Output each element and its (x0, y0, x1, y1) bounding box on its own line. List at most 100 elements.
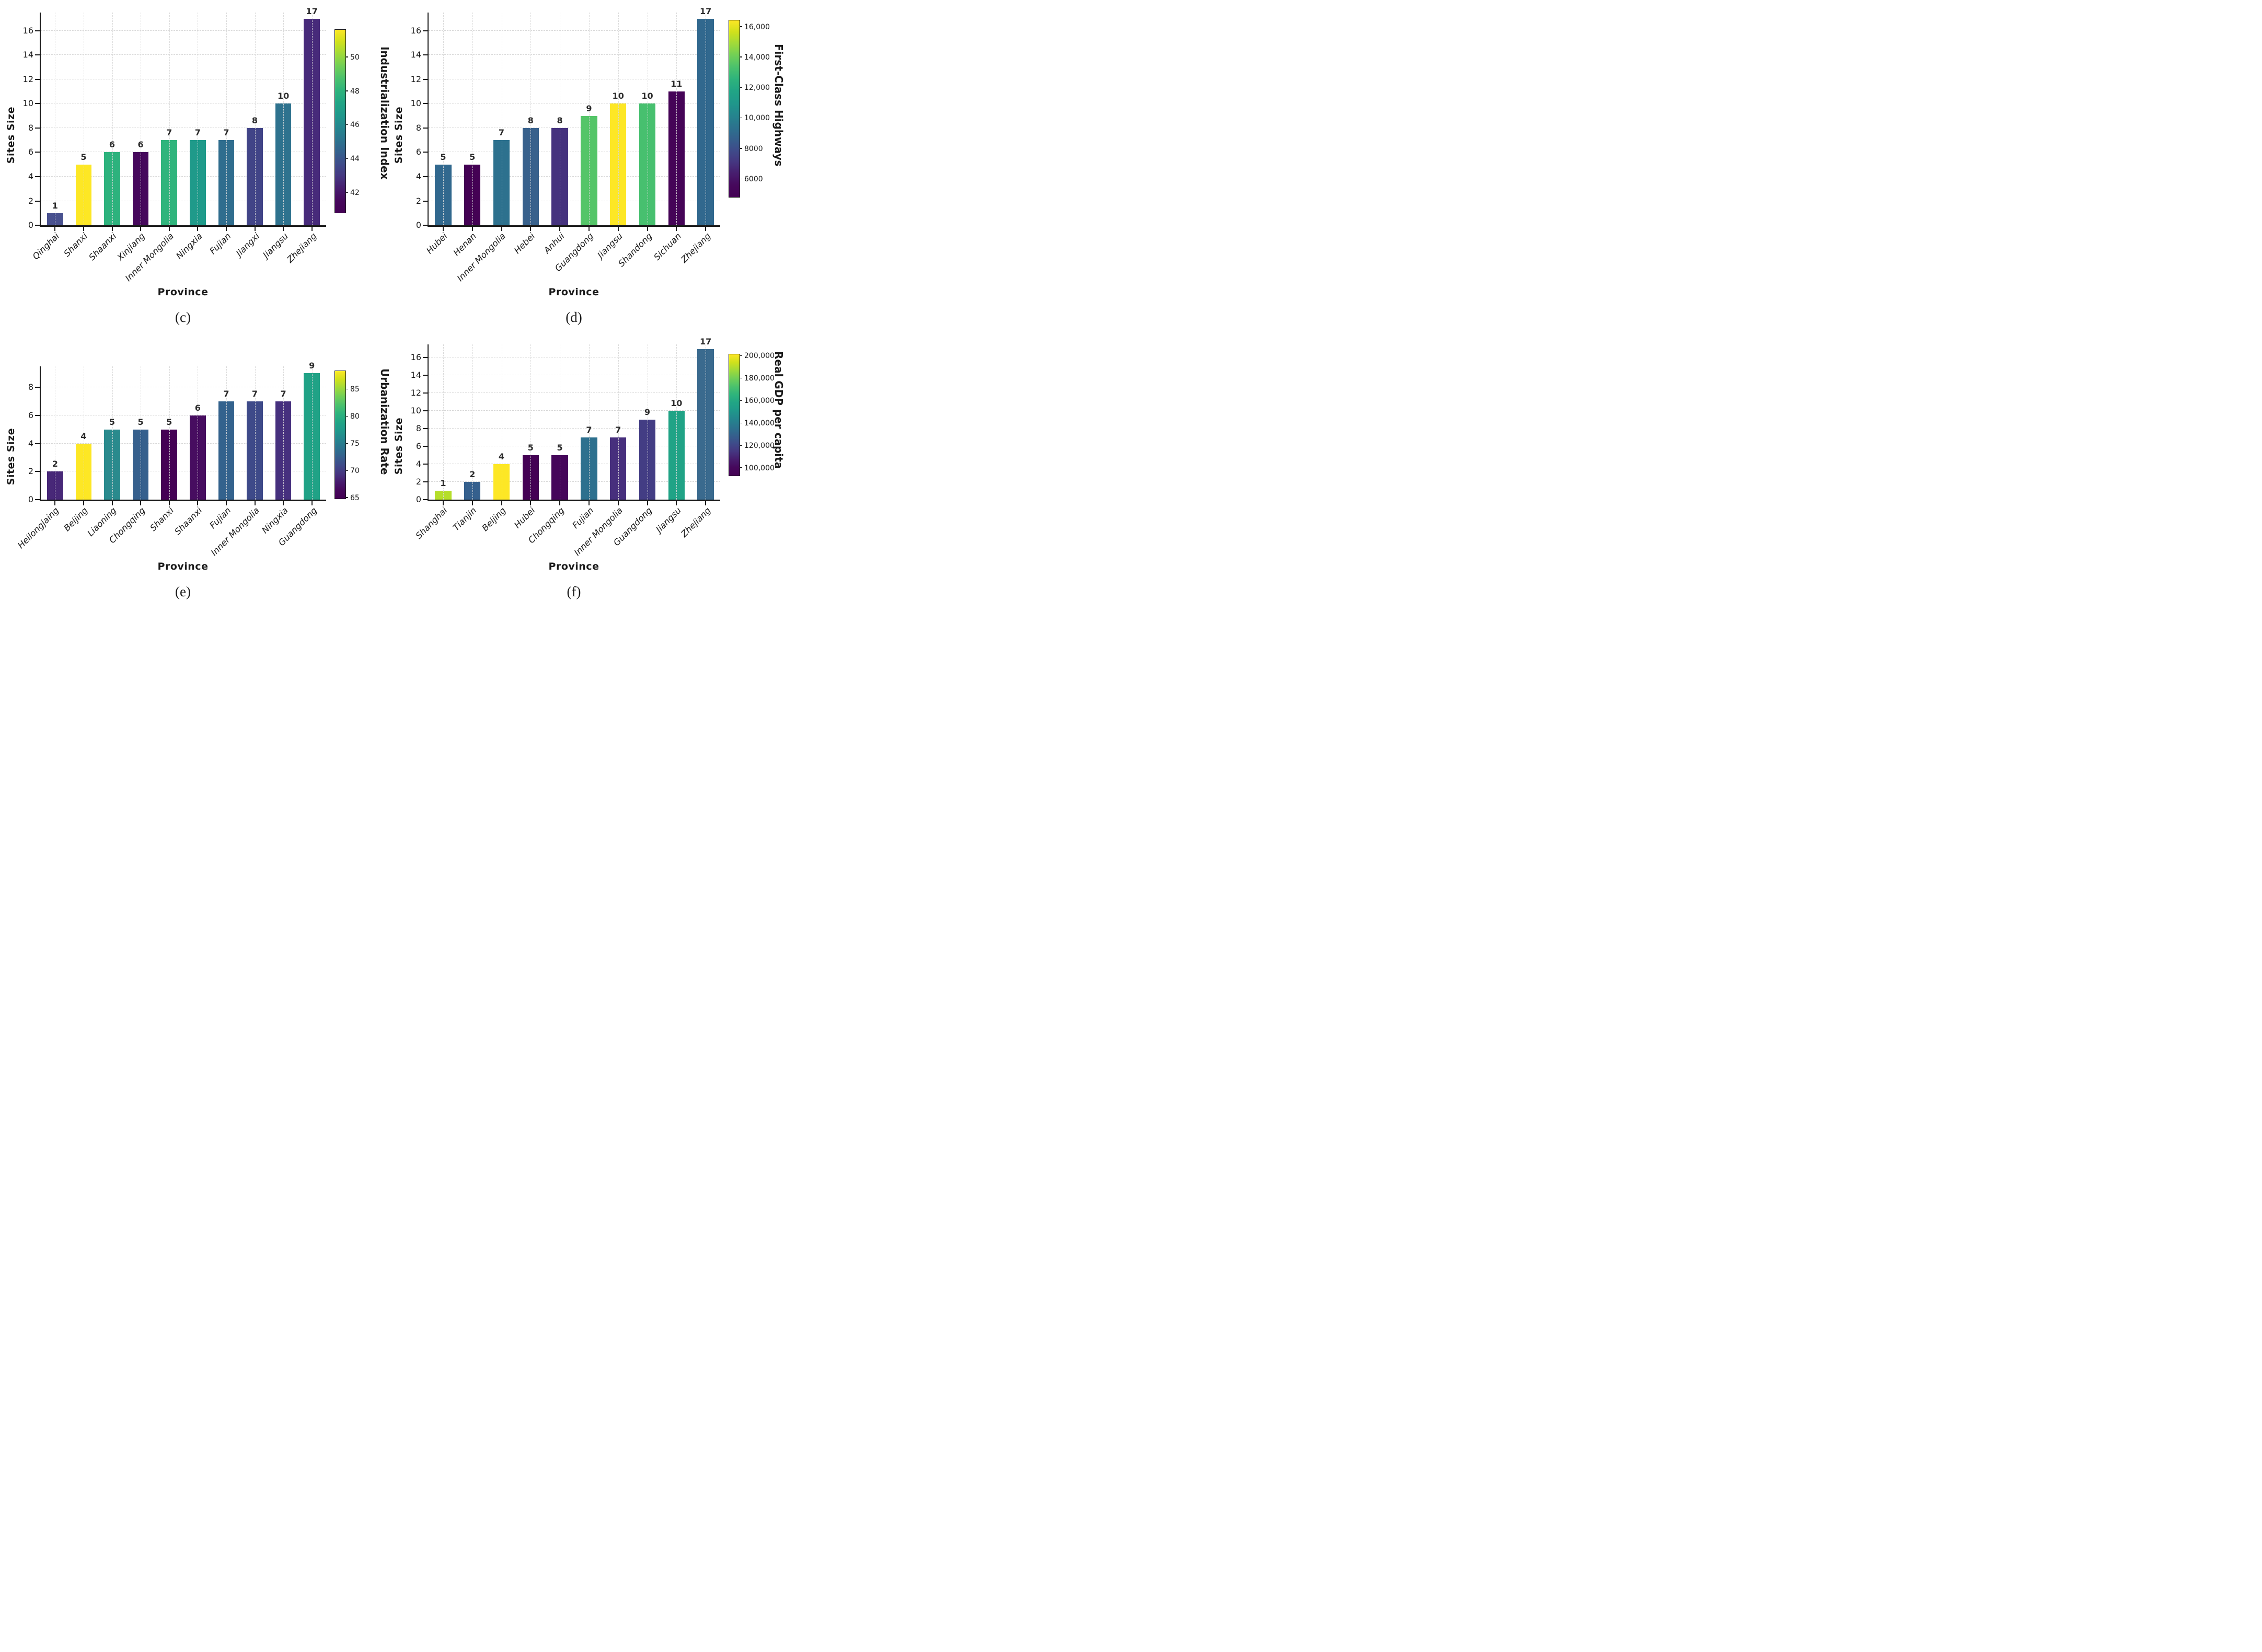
bar (610, 437, 627, 500)
y-tick-label: 12 (22, 74, 33, 84)
bar-value-label: 1 (52, 200, 58, 211)
y-tick-mark (423, 481, 428, 483)
bar-value-label: 7 (166, 128, 172, 138)
x-tick-mark (647, 227, 648, 231)
colorbar-label: Urbanization Rate (378, 368, 391, 475)
colorbar-tick-label: 16,000 (744, 22, 770, 31)
bar (247, 128, 263, 225)
panel-c: Sites Size 0 2 4 6 8 10 12 14 16 1 5 6 6 7 7 7 8 10 17 Qin… (2, 6, 391, 326)
y-tick-label: 2 (28, 466, 33, 477)
h-gridline (429, 392, 720, 394)
y-tick-mark (423, 176, 428, 177)
x-tick-mark (83, 501, 84, 505)
bar-value-label: 17 (699, 336, 712, 346)
x-tick-mark (111, 227, 113, 231)
colorbar-tick-mark (345, 158, 348, 159)
colorbar: 65 70 75 80 85 (334, 371, 360, 502)
x-tick-mark (54, 501, 56, 505)
colorbar-tick-label: 42 (350, 189, 360, 198)
bar (551, 128, 568, 225)
bar (104, 429, 120, 500)
bar-value-label: 10 (671, 398, 683, 409)
x-tick-mark (647, 501, 648, 505)
y-tick-label: 4 (416, 171, 421, 181)
x-tick-mark (559, 501, 561, 505)
y-tick-mark (35, 103, 40, 105)
y-tick-label: 6 (416, 147, 421, 157)
colorbar-tick-label: 80 (350, 412, 360, 421)
v-gridline (588, 13, 590, 225)
v-gridline (618, 13, 619, 225)
colorbar-tick-label: 6000 (744, 175, 763, 184)
y-tick-mark (423, 30, 428, 31)
v-gridline (443, 344, 444, 500)
bar (493, 464, 510, 500)
y-tick-label: 12 (410, 74, 421, 84)
plot-area: 0 2 4 6 8 10 12 14 16 1 5 6 6 7 7 7 8 10 17 (23, 6, 326, 231)
x-tick-label: Fujian (207, 505, 233, 531)
y-tick-mark (423, 499, 428, 500)
x-tick-mark (588, 227, 590, 231)
colorbar-label: Industrialization Index (378, 46, 391, 180)
v-gridline (311, 366, 313, 500)
bar-value-label: 5 (527, 443, 534, 453)
y-tick-mark (35, 471, 40, 472)
colorbar-tick-mark (740, 117, 742, 119)
colorbar-tick-label: 48 (350, 87, 360, 96)
y-axis-label: Sites Size (393, 106, 405, 164)
y-tick-mark (423, 428, 428, 430)
bar-value-label: 2 (52, 459, 58, 469)
colorbar-tick-label: 8000 (744, 144, 763, 153)
bar (132, 429, 149, 500)
bar (190, 415, 206, 500)
bar-value-label: 4 (80, 431, 87, 441)
bar-value-label: 5 (109, 417, 116, 427)
y-tick-mark (423, 357, 428, 359)
bar-value-label: 8 (251, 115, 258, 125)
bar (275, 103, 292, 225)
figure-grid: Sites Size 0 2 4 6 8 10 12 14 16 1 5 6 6 7 7 7 8 10 17 Qin… (0, 0, 785, 616)
h-gridline (41, 30, 326, 31)
bar-value-label: 8 (557, 115, 563, 125)
bar (47, 471, 63, 500)
colorbar-tick-label: 50 (350, 53, 360, 62)
x-tick-label: Tianjin (451, 505, 479, 533)
panel-caption: (e) (175, 584, 191, 599)
y-tick-label: 12 (410, 388, 421, 398)
y-tick-mark (423, 103, 428, 105)
y-tick-mark (35, 443, 40, 444)
panel-caption: (c) (175, 309, 191, 325)
v-gridline (226, 366, 227, 500)
bar-value-label: 1 (440, 478, 446, 489)
h-gridline (41, 54, 326, 55)
bar (668, 411, 685, 500)
bar (464, 164, 481, 225)
v-gridline (255, 13, 256, 225)
colorbar-tick-label: 85 (350, 385, 360, 394)
y-tick-label: 4 (28, 171, 33, 181)
colorbar: 6000 8000 10,000 12,000 14,000 16,000 (729, 20, 770, 198)
bar (668, 91, 685, 225)
colorbar-tick-label: 160,000 (744, 397, 775, 406)
x-tick-mark (617, 501, 619, 505)
y-tick-mark (423, 127, 428, 129)
y-tick-mark (423, 446, 428, 447)
bar-value-label: 17 (699, 6, 712, 16)
y-tick-mark (423, 392, 428, 394)
x-tick-label: Heilongjaing (16, 505, 61, 551)
bar-value-label: 7 (223, 128, 229, 138)
v-gridline (443, 13, 444, 225)
y-tick-label: 16 (22, 25, 33, 36)
colorbar-tick-label: 75 (350, 440, 360, 448)
x-tick-label: Hubei (512, 505, 537, 530)
y-tick-mark (35, 387, 40, 388)
bar-value-label: 11 (671, 79, 683, 89)
x-tick-label: Shanghai (413, 505, 449, 541)
bar-value-label: 10 (641, 91, 653, 101)
x-tick-label: Hebei (512, 231, 537, 256)
v-gridline (618, 344, 619, 500)
v-gridline (283, 13, 284, 225)
y-tick-label: 0 (416, 220, 421, 230)
v-gridline (472, 13, 473, 225)
x-tick-label: Henan (452, 231, 479, 258)
